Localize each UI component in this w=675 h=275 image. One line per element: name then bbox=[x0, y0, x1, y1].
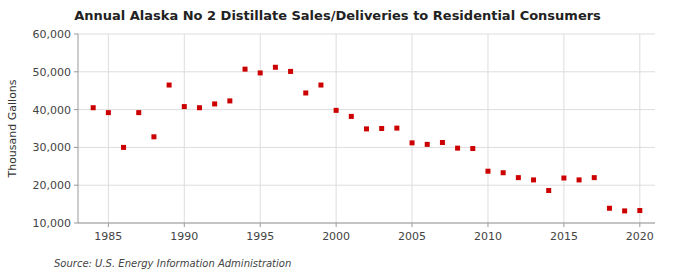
y-tick bbox=[74, 34, 78, 35]
x-tick bbox=[563, 223, 564, 227]
x-grid-line bbox=[412, 34, 413, 223]
point bbox=[167, 83, 172, 88]
point bbox=[501, 170, 506, 175]
x-tick bbox=[639, 223, 640, 227]
x-tick-label: 1995 bbox=[246, 230, 274, 243]
point bbox=[334, 108, 339, 113]
x-grid-line bbox=[108, 34, 109, 223]
x-axis-line bbox=[78, 223, 655, 224]
x-tick bbox=[412, 223, 413, 227]
x-grid-line bbox=[260, 34, 261, 223]
point bbox=[288, 69, 293, 74]
point bbox=[364, 126, 369, 131]
y-tick bbox=[74, 223, 78, 224]
y-grid-line bbox=[78, 71, 655, 72]
x-tick bbox=[108, 223, 109, 227]
point bbox=[303, 90, 308, 95]
x-tick-label: 2010 bbox=[474, 230, 502, 243]
point bbox=[577, 177, 582, 182]
chart: Annual Alaska No 2 Distillate Sales/Deli… bbox=[0, 0, 675, 275]
point bbox=[592, 175, 597, 180]
x-tick-label: 2015 bbox=[550, 230, 578, 243]
x-grid-line bbox=[184, 34, 185, 223]
point bbox=[91, 105, 96, 110]
point bbox=[151, 134, 156, 139]
y-grid-line bbox=[78, 147, 655, 148]
y-tick-label: 30,000 bbox=[33, 141, 72, 154]
y-tick bbox=[74, 147, 78, 148]
y-tick bbox=[74, 71, 78, 72]
x-grid-line bbox=[336, 34, 337, 223]
x-grid-line bbox=[639, 34, 640, 223]
points bbox=[91, 65, 643, 214]
y-tick-label: 40,000 bbox=[33, 104, 72, 117]
point bbox=[531, 177, 536, 182]
point bbox=[485, 169, 490, 174]
title: Annual Alaska No 2 Distillate Sales/Deli… bbox=[74, 8, 601, 23]
point bbox=[318, 83, 323, 88]
point bbox=[273, 65, 278, 70]
point bbox=[455, 146, 460, 151]
x-tick bbox=[487, 223, 488, 227]
point bbox=[227, 98, 232, 103]
y-grid-line bbox=[78, 223, 655, 224]
point bbox=[182, 104, 187, 109]
point bbox=[546, 188, 551, 193]
x-grid-line bbox=[487, 34, 488, 223]
point bbox=[258, 70, 263, 75]
point bbox=[243, 67, 248, 72]
x-tick bbox=[184, 223, 185, 227]
x-tick bbox=[336, 223, 337, 227]
y-axis-label: Thousand Gallons bbox=[6, 79, 19, 178]
point bbox=[349, 114, 354, 119]
y-tick-label: 20,000 bbox=[33, 179, 72, 192]
x-tick-label: 1990 bbox=[170, 230, 198, 243]
x-tick-label: 1985 bbox=[94, 230, 122, 243]
x-tick-label: 2020 bbox=[626, 230, 654, 243]
y-tick bbox=[74, 185, 78, 186]
y-axis-line bbox=[78, 34, 79, 223]
point bbox=[622, 208, 627, 213]
point bbox=[440, 140, 445, 145]
y-tick-label: 10,000 bbox=[33, 217, 72, 230]
point bbox=[379, 126, 384, 131]
point bbox=[410, 140, 415, 145]
point bbox=[607, 206, 612, 211]
point bbox=[106, 110, 111, 115]
y-grid-line bbox=[78, 109, 655, 110]
point bbox=[425, 142, 430, 147]
y-grid-line bbox=[78, 185, 655, 186]
x-grid-line bbox=[563, 34, 564, 223]
x-tick-label: 2005 bbox=[398, 230, 426, 243]
point bbox=[136, 110, 141, 115]
x-tick bbox=[260, 223, 261, 227]
axes: 10,000 20,000 30,000 40,000 50,000 60,000 1985… bbox=[33, 28, 656, 243]
point bbox=[470, 146, 475, 151]
point bbox=[637, 208, 642, 213]
y-tick bbox=[74, 109, 78, 110]
point bbox=[197, 105, 202, 110]
y-grid-line bbox=[78, 34, 655, 35]
point bbox=[394, 126, 399, 131]
point bbox=[516, 175, 521, 180]
y-tick-label: 50,000 bbox=[33, 66, 72, 79]
x-tick-label: 2000 bbox=[322, 230, 350, 243]
y-tick-label: 60,000 bbox=[33, 28, 72, 41]
source-note: Source: U.S. Energy Information Administ… bbox=[54, 258, 291, 269]
point bbox=[121, 145, 126, 150]
point bbox=[561, 176, 566, 181]
point bbox=[212, 101, 217, 106]
grid bbox=[78, 34, 655, 223]
